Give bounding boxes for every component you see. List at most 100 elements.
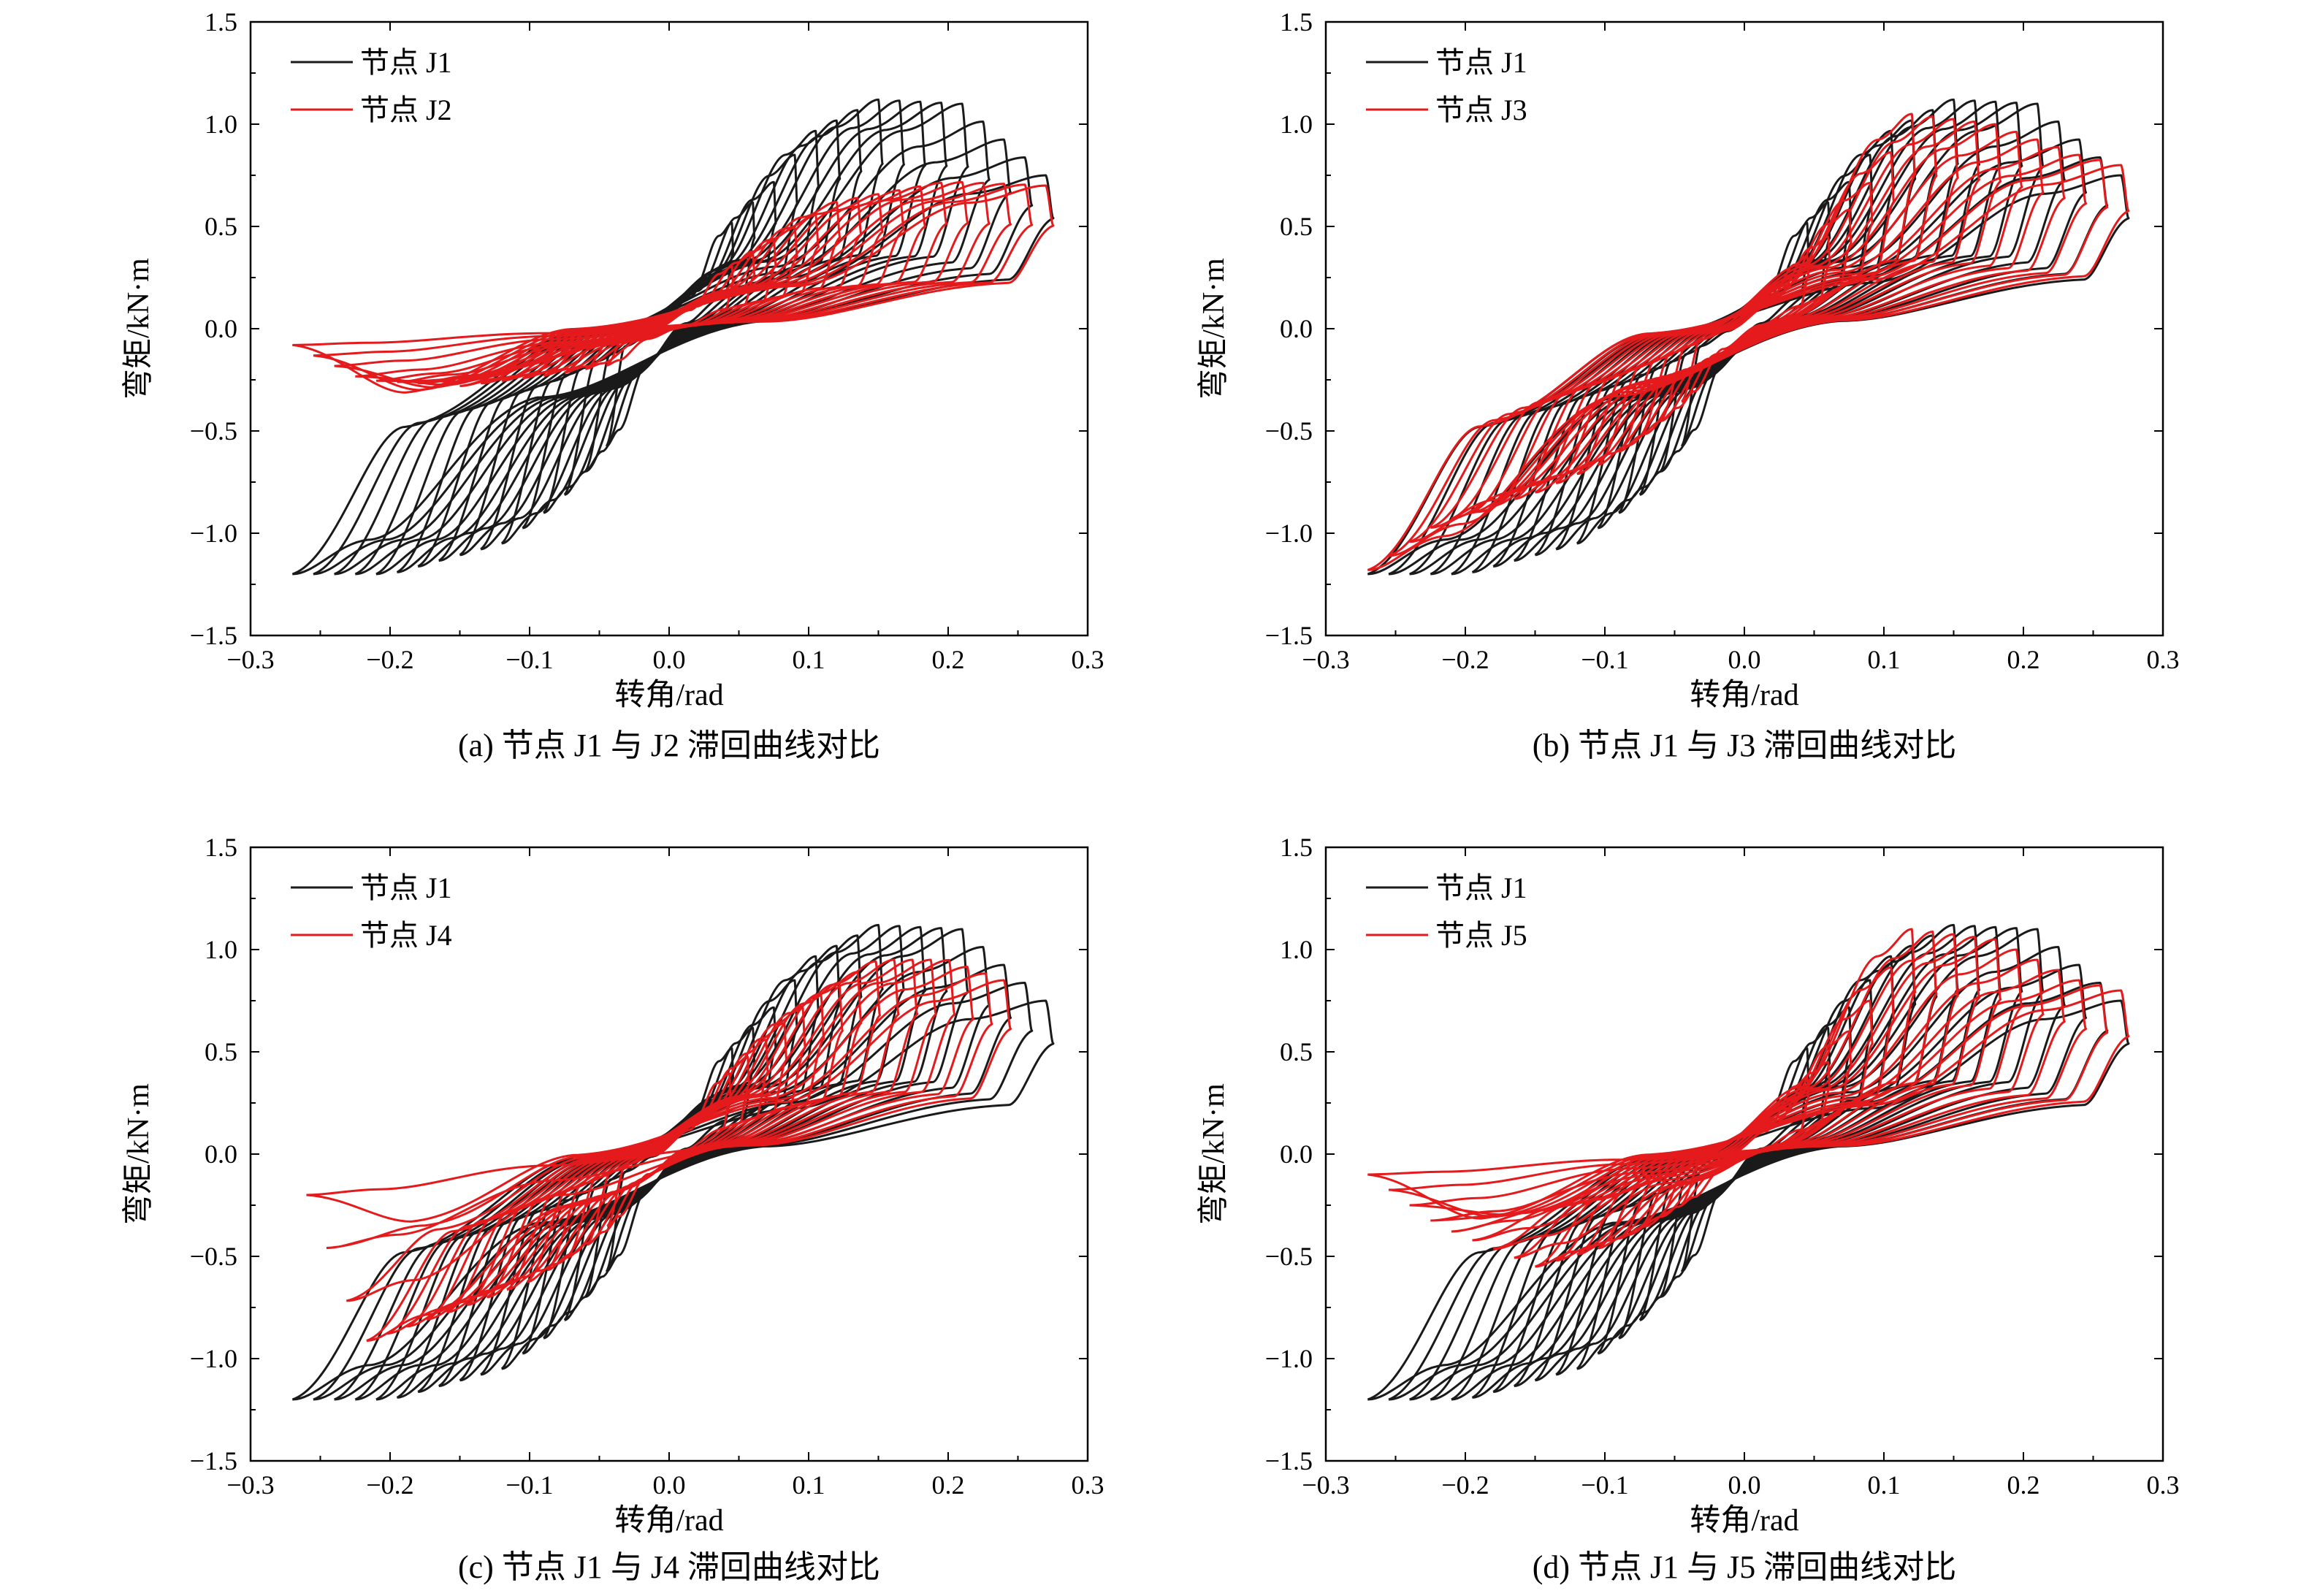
legend-label: 节点 J2 (360, 93, 452, 126)
panel-caption: (d) 节点 J1 与 J5 滞回曲线对比 (1533, 1549, 1957, 1585)
legend-label: 节点 J1 (1435, 871, 1527, 904)
y-tick-label: −0.5 (1265, 416, 1313, 446)
series-line (1388, 159, 2109, 557)
x-tick-label: −0.2 (1441, 645, 1489, 674)
x-tick-label: 0.0 (1728, 645, 1761, 674)
series-line (1367, 989, 2130, 1220)
x-tick-label: 0.2 (2007, 1470, 2040, 1500)
series-line (306, 979, 1012, 1223)
y-tick-label: −0.5 (1265, 1242, 1313, 1271)
x-tick-label: 0.1 (1868, 1470, 1901, 1500)
series-line (292, 184, 1055, 394)
series-line (1409, 138, 2088, 576)
legend-label: 节点 J4 (360, 919, 452, 952)
series-line (1638, 208, 1852, 438)
x-tick-label: −0.2 (366, 645, 413, 674)
series-line (1451, 958, 2045, 1233)
panel-caption: (c) 节点 J1 与 J4 滞回曲线对比 (458, 1549, 880, 1585)
chart-panel-b: −0.3 −0.2 −0.1 0.0 0.1 0.2 0.3 1.5 1.0 0.5 0.0 −0.5… (1197, 7, 2180, 763)
legend-label: 节点 J5 (1435, 919, 1527, 952)
y-tick-label: 1.5 (205, 7, 237, 37)
series-line (1430, 969, 2066, 1222)
x-tick-label: −0.2 (1441, 1470, 1489, 1500)
chart-panel-c: −0.3 −0.2 −0.1 0.0 0.1 0.2 0.3 1.5 1.0 0.5 0.0 −0.5… (121, 833, 1104, 1585)
x-tick-label: 0.1 (793, 1470, 825, 1500)
y-tick-label: 1.0 (1280, 110, 1313, 139)
x-tick-label: 0.0 (653, 645, 686, 674)
series-line (1409, 963, 2088, 1401)
series-line (1576, 112, 1917, 476)
x-tick-label: 0.3 (2147, 1470, 2180, 1500)
series-line (291, 174, 1055, 576)
series-line (1451, 102, 2045, 576)
x-tick-label: −0.3 (226, 645, 274, 674)
plot-area (291, 923, 1055, 1401)
x-tick-label: −0.3 (226, 1470, 274, 1500)
series-line (1388, 984, 2109, 1218)
y-tick-label: 1.5 (205, 833, 237, 862)
x-tick-label: 0.0 (1728, 1470, 1761, 1500)
chart-panel-a: −0.3 −0.2 −0.1 0.0 0.1 0.2 0.3 1.5 1.0 0.5 0.0 −0.5… (121, 7, 1104, 763)
series-line (1409, 153, 2088, 543)
series-line (397, 181, 948, 383)
series-line (1451, 138, 2045, 520)
x-tick-label: −0.1 (1581, 645, 1628, 674)
series-line (1388, 982, 2109, 1401)
series-line (1534, 98, 1959, 557)
series-comparison (292, 180, 1055, 394)
legend-label: 节点 J3 (1435, 93, 1527, 126)
x-axis-label: 转角/rad (1690, 1504, 1798, 1538)
x-tick-label: 0.2 (932, 1470, 965, 1500)
plot-area (1367, 923, 2130, 1401)
x-tick-label: 0.1 (793, 645, 825, 674)
x-tick-label: 0.0 (653, 1470, 686, 1500)
x-tick-label: 0.2 (932, 645, 965, 674)
series-reference (291, 98, 1055, 576)
y-tick-label: −1.5 (190, 621, 237, 650)
y-tick-label: 0.0 (1280, 1139, 1313, 1169)
series-reference (1367, 923, 2130, 1401)
x-axis-label: 转角/rad (1690, 679, 1798, 712)
legend-label: 节点 J1 (1435, 46, 1527, 79)
series-line (1618, 182, 1874, 453)
series-line (1388, 156, 2109, 576)
y-tick-label: 0.0 (205, 1139, 237, 1169)
series-line (1367, 174, 2130, 576)
x-tick-label: 0.1 (1868, 645, 1901, 674)
y-tick-label: 0.5 (205, 1037, 237, 1066)
x-tick-label: 0.3 (2147, 645, 2180, 674)
y-tick-label: −0.5 (190, 416, 237, 446)
y-tick-label: 1.5 (1280, 833, 1313, 862)
series-line (1534, 118, 1959, 494)
y-tick-label: −1.0 (1265, 1344, 1313, 1373)
x-tick-label: −0.1 (505, 1470, 553, 1500)
series-line (1514, 121, 1980, 500)
x-axis-label: 转角/rad (614, 1504, 723, 1538)
series-line (313, 982, 1034, 1401)
panel-caption: (a) 节点 J1 与 J2 滞回曲线对比 (458, 728, 880, 763)
series-line (1492, 123, 2002, 507)
series-line (291, 999, 1055, 1401)
x-tick-label: 0.3 (1072, 645, 1104, 674)
y-tick-label: −1.0 (1265, 519, 1313, 548)
series-comparison (1367, 112, 2130, 571)
y-tick-label: −1.5 (1265, 1446, 1313, 1475)
plot-area (1367, 98, 2130, 576)
y-tick-label: 1.0 (205, 110, 237, 139)
series-line (486, 982, 844, 1299)
y-tick-label: 0.0 (1280, 314, 1313, 343)
x-tick-label: −0.3 (1302, 1470, 1349, 1500)
series-line (1471, 131, 2023, 513)
series-line (506, 992, 825, 1291)
x-tick-label: −0.1 (1581, 1470, 1628, 1500)
series-comparison (1367, 928, 2130, 1268)
series-line (1367, 999, 2130, 1401)
series-line (1555, 115, 1938, 484)
series-line (1409, 979, 2088, 1216)
panel-caption: (b) 节点 J1 与 J3 滞回曲线对比 (1533, 728, 1957, 763)
y-tick-label: −0.5 (190, 1242, 237, 1271)
series-comparison (306, 958, 1012, 1342)
series-line (326, 972, 993, 1249)
y-tick-label: −1.0 (190, 519, 237, 548)
